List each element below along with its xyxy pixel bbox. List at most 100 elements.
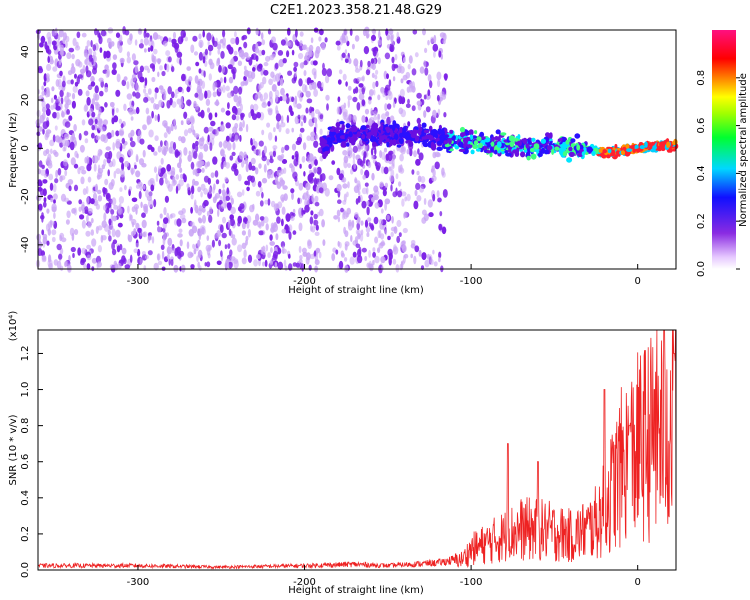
spectrogram-noise-mark: [46, 63, 52, 71]
spectrogram-noise-mark: [177, 233, 183, 238]
spectrogram-noise-mark: [255, 55, 259, 62]
spectrogram-noise-mark: [374, 202, 380, 209]
spectrogram-noise-mark: [436, 71, 442, 81]
spectrogram-noise-mark: [41, 229, 45, 236]
spectrogram-noise-mark: [277, 201, 283, 209]
spectrogram-noise-mark: [41, 215, 44, 223]
spectrogram-noise-mark: [91, 257, 97, 264]
spectrogram-noise-mark: [231, 66, 237, 75]
x-tick-label: -100: [460, 276, 483, 287]
spectrogram-noise-mark: [258, 140, 264, 147]
spectrogram-noise-mark: [285, 128, 290, 135]
spectrogram-noise-mark: [335, 249, 339, 255]
spectrogram-noise-mark: [313, 213, 318, 220]
spectrogram-noise-mark: [82, 208, 85, 214]
spectrogram-noise-mark: [79, 214, 85, 220]
spectrogram-noise-mark: [43, 173, 48, 179]
spectrogram-noise-mark: [303, 115, 307, 124]
spectrogram-noise-mark: [394, 53, 398, 61]
spectrogram-noise-mark: [109, 101, 115, 108]
spectrogram-noise-mark: [97, 189, 102, 195]
spectrogram-noise-mark: [94, 28, 98, 36]
spectrogram-signal-mark: [451, 136, 456, 141]
spectrogram-noise-mark: [163, 207, 167, 216]
spectrogram-noise-mark: [247, 228, 251, 238]
spectrogram-noise-mark: [145, 189, 150, 198]
spectrogram-noise-mark: [421, 252, 427, 261]
spectrogram-noise-mark: [177, 36, 184, 45]
spectrogram-noise-mark: [157, 145, 162, 153]
spectrogram-noise-mark: [242, 119, 245, 128]
spectrogram-noise-mark: [367, 60, 371, 68]
spectrogram-noise-mark: [234, 134, 239, 143]
spectrogram-noise-mark: [36, 109, 41, 117]
spectrogram-signal-mark: [463, 142, 467, 149]
colorbar: 0.0 0.2 0.4 0.6 0.8 Normalized spectral ampl…: [696, 30, 749, 277]
spectrogram-noise-mark: [187, 154, 192, 162]
spectrogram-noise-mark: [261, 177, 268, 184]
spectrogram-noise-mark: [281, 206, 286, 215]
spectrogram-signal-mark: [344, 135, 348, 139]
spectrogram-signal-mark: [509, 141, 515, 148]
spectrogram-noise-mark: [198, 39, 204, 48]
spectrogram-signal-mark: [526, 155, 531, 161]
spectrogram-noise-mark: [190, 161, 195, 170]
spectrogram-noise-mark: [290, 110, 294, 116]
spectrogram-noise-mark: [119, 156, 124, 163]
spectrogram-noise-mark: [433, 261, 438, 267]
spectrogram-noise-mark: [246, 27, 251, 35]
spectrogram-noise-mark: [282, 185, 288, 190]
spectrogram-noise-mark: [115, 229, 121, 238]
spectrogram-noise-mark: [229, 218, 235, 227]
spectrogram-noise-mark: [171, 66, 175, 73]
spectrogram-noise-mark: [344, 257, 348, 262]
spectrogram-noise-mark: [371, 172, 375, 181]
spectrogram-noise-mark: [78, 206, 82, 212]
spectrogram-noise-mark: [288, 253, 291, 259]
spectrogram-noise-mark: [51, 236, 56, 243]
spectrogram-noise-mark: [202, 30, 205, 38]
spectrogram-noise-mark: [139, 65, 144, 73]
spectrogram-noise-mark: [365, 69, 371, 76]
spectrogram-noise-mark: [208, 112, 213, 121]
spectrogram-signal-mark: [398, 138, 403, 143]
spectrogram-noise-mark: [158, 99, 164, 108]
spectrogram-noise-mark: [226, 142, 232, 151]
spectrogram-noise-mark: [130, 116, 134, 121]
spectrogram-noise-mark: [198, 154, 202, 162]
spectrogram-noise-mark: [143, 88, 147, 94]
spectrogram-noise-mark: [37, 186, 43, 192]
spectrogram-noise-mark: [318, 187, 324, 194]
spectrogram-noise-mark: [178, 179, 184, 187]
spectrogram-noise-mark: [336, 45, 341, 51]
spectrogram-noise-mark: [77, 61, 83, 68]
spectrogram-noise-mark: [295, 262, 300, 268]
spectrogram-noise-mark: [202, 56, 206, 64]
spectrogram-noise-mark: [178, 103, 184, 109]
spectrogram-noise-mark: [36, 194, 42, 202]
spectrogram-noise-mark: [73, 229, 79, 235]
spectrogram-signal-mark: [496, 141, 502, 148]
spectrogram-noise-mark: [258, 163, 262, 169]
spectrogram-noise-mark: [402, 57, 406, 63]
spectrogram-noise-mark: [46, 240, 50, 246]
spectrogram-noise-mark: [214, 81, 218, 89]
spectrogram-noise-mark: [388, 257, 392, 266]
spectrogram-noise-mark: [316, 166, 322, 175]
spectrogram-noise-mark: [43, 81, 47, 87]
spectrogram-noise-mark: [284, 144, 290, 151]
spectrogram-noise-mark: [204, 48, 208, 56]
spectrogram-noise-mark: [167, 237, 173, 247]
spectrogram-noise-mark: [238, 86, 243, 95]
spectrogram-noise-mark: [424, 67, 429, 76]
spectrogram-noise-mark: [63, 133, 70, 140]
spectrogram-noise-mark: [291, 127, 295, 133]
spectrogram-noise-mark: [358, 93, 365, 101]
spectrogram-signal-mark: [340, 141, 347, 148]
spectrogram-noise-mark: [276, 216, 281, 224]
spectrogram-noise-mark: [421, 209, 427, 216]
spectrogram-noise-mark: [69, 141, 75, 151]
spectrogram-noise-mark: [201, 207, 206, 213]
spectrogram-noise-mark: [115, 140, 121, 149]
spectrogram-noise-mark: [380, 233, 385, 240]
